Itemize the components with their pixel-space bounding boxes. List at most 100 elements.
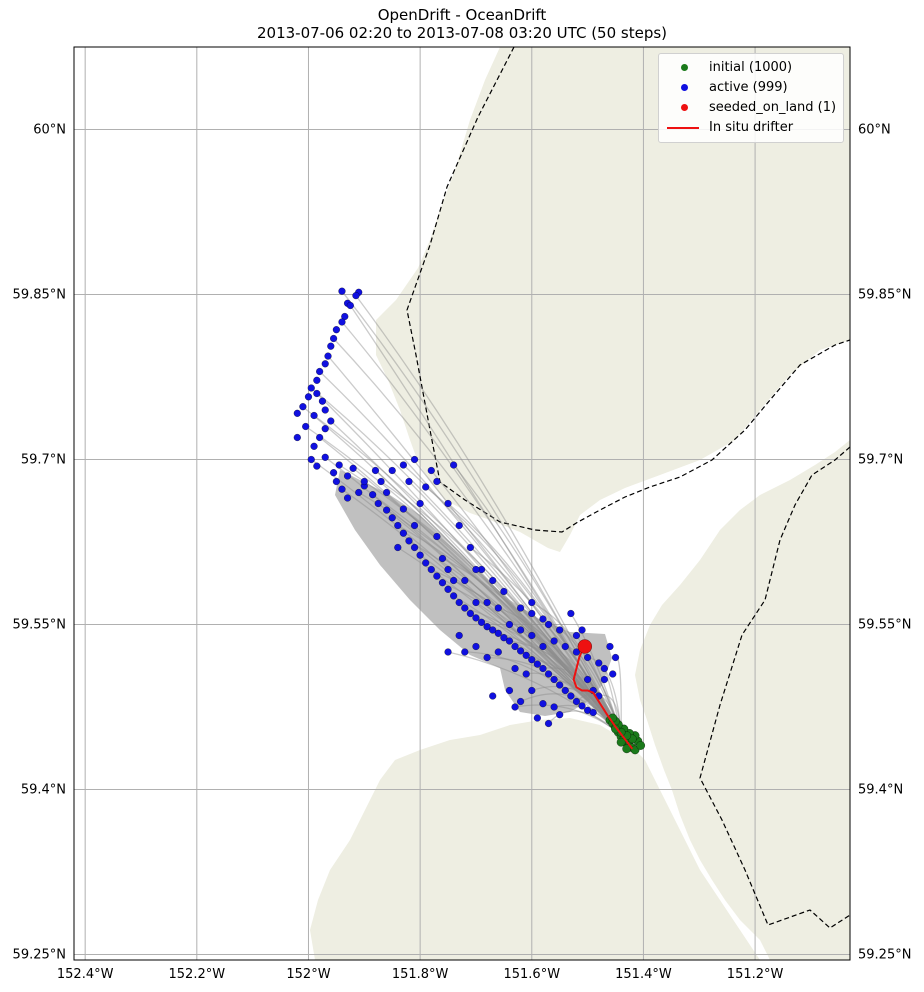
active-point bbox=[550, 675, 558, 684]
active-point bbox=[539, 642, 547, 651]
active-point bbox=[489, 576, 497, 585]
active-point bbox=[606, 642, 614, 651]
active-point bbox=[455, 521, 463, 530]
active-point bbox=[327, 342, 335, 350]
active-point bbox=[438, 554, 447, 563]
active-point bbox=[444, 565, 452, 574]
legend-item-initial: initial (1000) bbox=[667, 59, 842, 77]
active-point bbox=[483, 598, 491, 607]
legend-marker-seeded bbox=[681, 104, 688, 111]
active-point bbox=[578, 702, 586, 710]
active-point bbox=[595, 659, 603, 667]
legend-item-drifter: In situ drifter bbox=[667, 119, 842, 137]
active-point bbox=[394, 543, 402, 552]
active-point bbox=[321, 360, 329, 368]
active-point bbox=[455, 598, 463, 607]
active-point bbox=[293, 409, 301, 417]
active-point bbox=[567, 692, 575, 700]
chart-subtitle: 2013-07-06 02:20 to 2013-07-08 03:20 UTC… bbox=[256, 24, 668, 42]
active-point bbox=[377, 477, 385, 486]
active-point bbox=[335, 461, 343, 469]
active-point bbox=[494, 648, 502, 656]
boundary-lines bbox=[406, 47, 850, 929]
active-point bbox=[410, 455, 419, 464]
active-point bbox=[561, 642, 569, 651]
active-point bbox=[461, 576, 469, 585]
active-point bbox=[528, 686, 536, 695]
initial-point bbox=[616, 737, 626, 747]
legend-label-seeded: seeded_on_land (1) bbox=[709, 100, 837, 115]
active-point bbox=[383, 488, 391, 497]
x-tick-label: 151.8°W bbox=[392, 967, 449, 982]
plot-frame bbox=[73, 46, 851, 961]
active-point bbox=[550, 703, 558, 711]
legend: initial (1000) active (999) seeded_on_la… bbox=[658, 53, 844, 143]
active-point bbox=[405, 537, 413, 545]
active-point bbox=[578, 626, 586, 634]
active-point bbox=[533, 660, 541, 668]
y-tick-label-left: 59.25°N bbox=[13, 948, 66, 963]
active-point bbox=[316, 433, 324, 442]
active-point bbox=[511, 642, 519, 651]
y-tick-label-right: 59.4°N bbox=[858, 783, 903, 798]
active-point bbox=[567, 609, 575, 618]
active-point bbox=[410, 521, 419, 530]
active-point bbox=[500, 587, 508, 596]
active-point bbox=[511, 703, 519, 711]
active-point bbox=[572, 697, 580, 706]
active-point bbox=[416, 499, 424, 508]
active-point bbox=[556, 711, 564, 719]
active-point bbox=[422, 559, 430, 567]
active-point bbox=[544, 620, 553, 629]
y-tick-label-right: 59.85°N bbox=[858, 288, 911, 303]
active-point bbox=[399, 529, 407, 537]
land-south bbox=[310, 718, 760, 960]
active-point bbox=[355, 488, 363, 497]
active-point bbox=[410, 543, 419, 552]
active-point bbox=[472, 565, 480, 574]
gridlines bbox=[74, 47, 850, 960]
legend-marker-active bbox=[681, 84, 688, 91]
y-tick-label-right: 60°N bbox=[858, 123, 891, 138]
tick-labels: 152.4°W 152.2°W 152°W 151.8°W 151.6°W 151.4°W… bbox=[13, 123, 912, 983]
active-point bbox=[517, 604, 525, 612]
active-point bbox=[321, 453, 329, 461]
active-point bbox=[455, 631, 463, 640]
active-point bbox=[438, 579, 447, 587]
land-east bbox=[635, 440, 850, 960]
legend-item-seeded: seeded_on_land (1) bbox=[667, 99, 842, 117]
x-tick-label: 151.2°W bbox=[727, 967, 784, 982]
active-point bbox=[544, 670, 553, 678]
active-point bbox=[374, 499, 382, 508]
active-point bbox=[544, 719, 553, 728]
y-tick-label-left: 60°N bbox=[33, 123, 66, 138]
active-point bbox=[346, 301, 354, 310]
active-point bbox=[539, 664, 547, 673]
active-point bbox=[461, 648, 469, 656]
active-point bbox=[338, 287, 346, 295]
y-tick-label-right: 59.55°N bbox=[858, 618, 911, 633]
active-point bbox=[500, 634, 508, 642]
active-point bbox=[369, 491, 377, 499]
active-point bbox=[483, 653, 491, 662]
active-point bbox=[394, 521, 402, 530]
active-point bbox=[344, 494, 352, 502]
active-point bbox=[517, 626, 525, 634]
active-point bbox=[505, 620, 514, 629]
active-point bbox=[472, 642, 480, 651]
active-point bbox=[517, 647, 525, 655]
active-point bbox=[405, 477, 413, 486]
active-point bbox=[352, 292, 360, 300]
active-point bbox=[505, 637, 514, 645]
active-point bbox=[550, 637, 558, 645]
active-point bbox=[313, 376, 321, 384]
active-point bbox=[494, 604, 502, 612]
land-north bbox=[376, 47, 850, 552]
active-point bbox=[539, 700, 547, 708]
active-point bbox=[427, 466, 435, 475]
active-point bbox=[349, 464, 357, 472]
land-layer bbox=[310, 47, 850, 960]
legend-item-active: active (999) bbox=[667, 79, 842, 97]
active-point bbox=[522, 670, 530, 678]
